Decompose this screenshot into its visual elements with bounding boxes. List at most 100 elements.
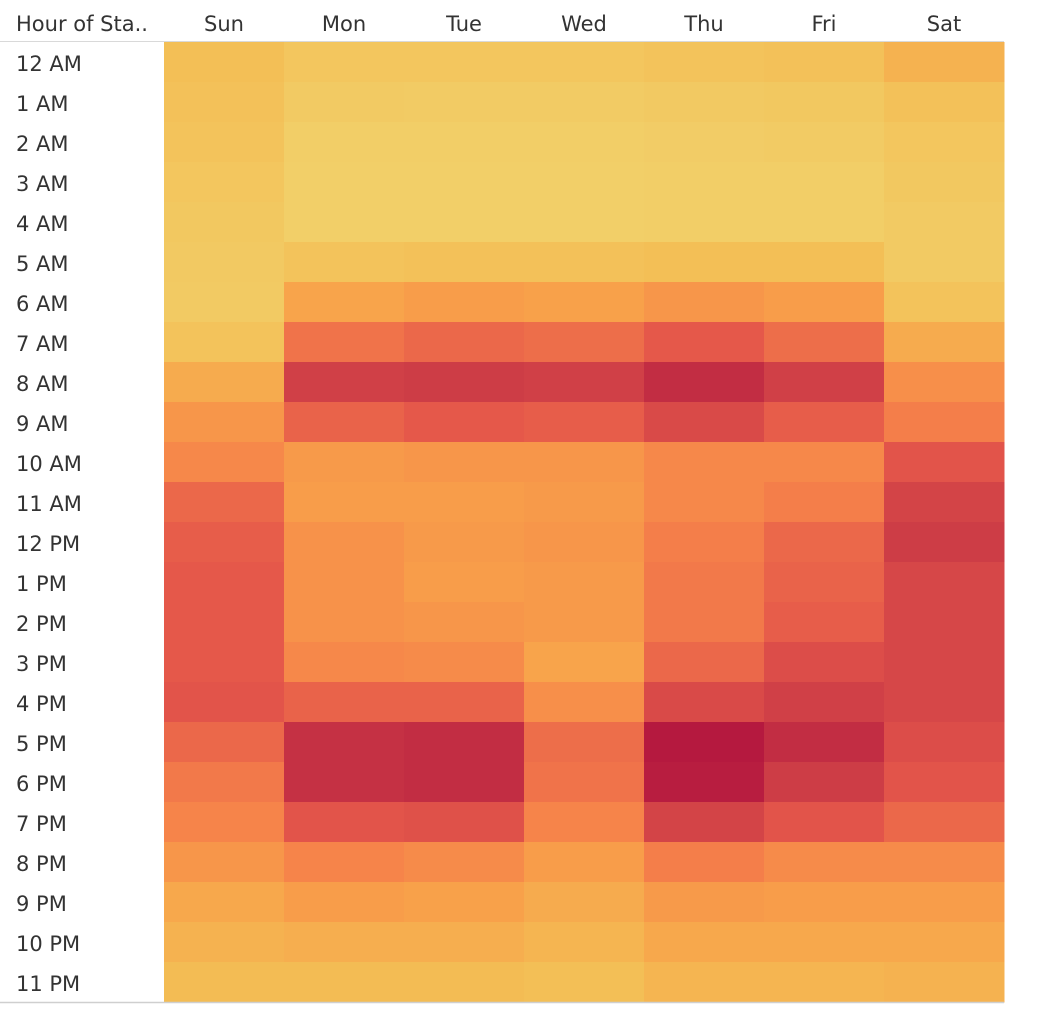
heatmap-cell	[644, 402, 765, 443]
heatmap-cell	[164, 242, 285, 283]
heatmap-cell	[764, 722, 885, 763]
heatmap-cell	[284, 322, 405, 363]
heatmap-cell	[644, 42, 765, 83]
column-header-sat: Sat	[927, 12, 961, 36]
heatmap-cell	[644, 282, 765, 323]
heatmap-cell	[524, 682, 645, 723]
heatmap-cell	[524, 162, 645, 203]
heatmap-cell	[644, 562, 765, 603]
heatmap-cell	[524, 322, 645, 363]
heatmap-cell	[884, 962, 1005, 1003]
heatmap-cell	[284, 922, 405, 963]
heatmap-cell	[404, 402, 525, 443]
row-label: 3 PM	[16, 652, 67, 676]
heatmap-cell	[524, 562, 645, 603]
heatmap-cell	[884, 562, 1005, 603]
heatmap-cell	[644, 322, 765, 363]
heatmap-cell	[524, 762, 645, 803]
heatmap-cell	[644, 442, 765, 483]
heatmap-cell	[164, 322, 285, 363]
heatmap-cell	[164, 202, 285, 243]
heatmap-cell	[284, 642, 405, 683]
heatmap-cell	[404, 482, 525, 523]
heatmap-cell	[164, 802, 285, 843]
heatmap-cell	[164, 42, 285, 83]
row-label: 3 AM	[16, 172, 69, 196]
heatmap-cell	[644, 722, 765, 763]
row-label: 5 AM	[16, 252, 69, 276]
heatmap-cell	[764, 362, 885, 403]
heatmap-cell	[884, 42, 1005, 83]
heatmap-cells	[164, 42, 1005, 1003]
heatmap-cell	[884, 322, 1005, 363]
heatmap-cell	[764, 642, 885, 683]
heatmap-cell	[164, 82, 285, 123]
heatmap-cell	[164, 882, 285, 923]
heatmap-cell	[884, 642, 1005, 683]
heatmap-cell	[404, 442, 525, 483]
heatmap-cell	[164, 362, 285, 403]
heatmap-cell	[404, 722, 525, 763]
heatmap-cell	[404, 682, 525, 723]
row-label: 7 AM	[16, 332, 69, 356]
row-label: 8 PM	[16, 852, 67, 876]
heatmap-cell	[164, 762, 285, 803]
row-label: 4 AM	[16, 212, 69, 236]
column-header-fri: Fri	[811, 12, 836, 36]
heatmap-cell	[644, 762, 765, 803]
heatmap-cell	[884, 602, 1005, 643]
row-label: 12 PM	[16, 532, 80, 556]
heatmap-cell	[884, 682, 1005, 723]
heatmap-cell	[644, 602, 765, 643]
heatmap-cell	[764, 162, 885, 203]
row-label: 9 PM	[16, 892, 67, 916]
column-header-thu: Thu	[683, 12, 723, 36]
heatmap-cell	[764, 442, 885, 483]
row-label: 2 PM	[16, 612, 67, 636]
heatmap-cell	[284, 682, 405, 723]
heatmap-cell	[164, 162, 285, 203]
heatmap-cell	[164, 962, 285, 1003]
heatmap-cell	[524, 82, 645, 123]
heatmap-cell	[284, 802, 405, 843]
heatmap-cell	[524, 242, 645, 283]
heatmap-cell	[164, 282, 285, 323]
heatmap-cell	[644, 962, 765, 1003]
heatmap-cell	[524, 522, 645, 563]
row-label: 9 AM	[16, 412, 69, 436]
heatmap-cell	[644, 882, 765, 923]
heatmap-cell	[284, 562, 405, 603]
heatmap-cell	[764, 322, 885, 363]
heatmap-cell	[284, 722, 405, 763]
heatmap-cell	[404, 642, 525, 683]
heatmap-cell	[884, 162, 1005, 203]
row-label: 10 AM	[16, 452, 82, 476]
heatmap-cell	[284, 482, 405, 523]
row-label: 11 AM	[16, 492, 82, 516]
row-label: 6 AM	[16, 292, 69, 316]
row-label: 1 PM	[16, 572, 67, 596]
heatmap-cell	[404, 562, 525, 603]
heatmap-cell	[764, 42, 885, 83]
heatmap-cell	[404, 962, 525, 1003]
heatmap-cell	[284, 202, 405, 243]
heatmap-cell	[764, 962, 885, 1003]
row-header: Hour of Sta..	[16, 12, 148, 36]
heatmap-cell	[164, 122, 285, 163]
heatmap-cell	[404, 282, 525, 323]
row-label: 12 AM	[16, 52, 82, 76]
heatmap-cell	[524, 802, 645, 843]
heatmap-cell	[284, 402, 405, 443]
row-label: 8 AM	[16, 372, 69, 396]
heatmap-cell	[884, 802, 1005, 843]
heatmap-cell	[524, 402, 645, 443]
column-headers: Sun Mon Tue Wed Thu Fri Sat	[204, 12, 961, 36]
heatmap-cell	[284, 242, 405, 283]
heatmap-cell	[284, 282, 405, 323]
heatmap-cell	[524, 602, 645, 643]
heatmap-cell	[524, 882, 645, 923]
heatmap-cell	[284, 122, 405, 163]
heatmap-cell	[644, 122, 765, 163]
row-label: 7 PM	[16, 812, 67, 836]
heatmap-cell	[764, 242, 885, 283]
